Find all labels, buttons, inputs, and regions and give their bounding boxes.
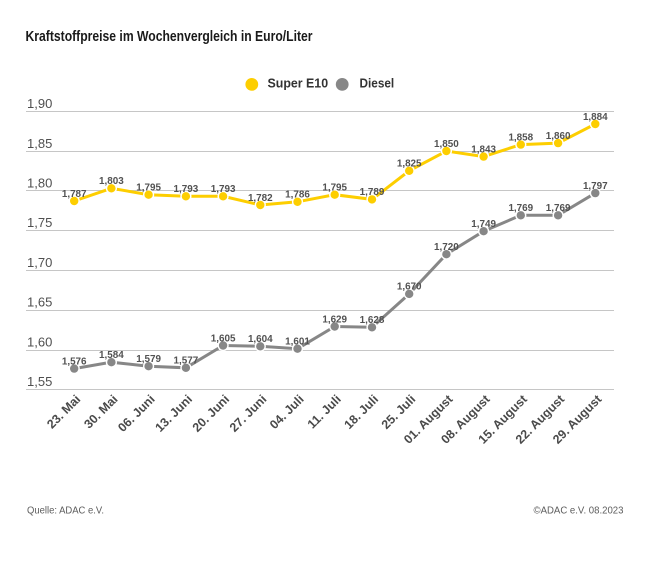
- svg-text:1,749: 1,749: [471, 219, 496, 230]
- svg-text:1,793: 1,793: [211, 184, 236, 195]
- svg-text:Diesel: Diesel: [360, 76, 395, 91]
- svg-text:1,584: 1,584: [99, 350, 124, 361]
- svg-text:1,70: 1,70: [27, 255, 52, 270]
- svg-text:1,789: 1,789: [360, 187, 385, 198]
- svg-text:1,629: 1,629: [322, 314, 347, 325]
- svg-text:Kraftstoffpreise im Wochenverg: Kraftstoffpreise im Wochenvergleich in E…: [26, 29, 313, 45]
- svg-text:1,769: 1,769: [546, 203, 571, 214]
- svg-text:1,825: 1,825: [397, 159, 422, 170]
- svg-text:1,55: 1,55: [27, 374, 52, 389]
- svg-text:1,90: 1,90: [27, 96, 52, 111]
- svg-text:1,787: 1,787: [62, 189, 87, 200]
- svg-text:1,860: 1,860: [546, 131, 571, 142]
- svg-text:1,577: 1,577: [174, 356, 199, 367]
- svg-text:1,60: 1,60: [27, 334, 52, 349]
- svg-text:1,601: 1,601: [285, 337, 310, 348]
- svg-text:Super E10: Super E10: [268, 76, 329, 91]
- svg-text:1,795: 1,795: [322, 183, 347, 194]
- svg-text:1,858: 1,858: [508, 132, 533, 143]
- svg-text:1,670: 1,670: [397, 282, 422, 293]
- svg-text:1,604: 1,604: [248, 334, 273, 345]
- svg-text:1,782: 1,782: [248, 193, 273, 204]
- svg-text:1,793: 1,793: [174, 184, 199, 195]
- svg-text:1,65: 1,65: [27, 295, 52, 310]
- svg-text:1,843: 1,843: [471, 144, 496, 155]
- svg-text:1,795: 1,795: [136, 183, 161, 194]
- svg-text:1,80: 1,80: [27, 176, 52, 191]
- svg-text:1,75: 1,75: [27, 215, 52, 230]
- svg-text:Quelle: ADAC e.V.: Quelle: ADAC e.V.: [27, 505, 104, 517]
- svg-text:1,605: 1,605: [211, 333, 236, 344]
- svg-text:1,786: 1,786: [285, 190, 310, 201]
- svg-text:1,576: 1,576: [62, 356, 87, 367]
- svg-text:1,579: 1,579: [136, 354, 161, 365]
- svg-text:1,803: 1,803: [99, 176, 124, 187]
- svg-text:1,850: 1,850: [434, 139, 459, 150]
- svg-text:1,85: 1,85: [27, 136, 52, 151]
- svg-text:1,720: 1,720: [434, 242, 459, 253]
- svg-text:1,884: 1,884: [583, 112, 608, 123]
- svg-text:1,797: 1,797: [583, 181, 608, 192]
- svg-text:©ADAC e.V. 08.2023: ©ADAC e.V. 08.2023: [534, 505, 624, 517]
- svg-text:1,628: 1,628: [360, 315, 385, 326]
- svg-text:1,769: 1,769: [508, 203, 533, 214]
